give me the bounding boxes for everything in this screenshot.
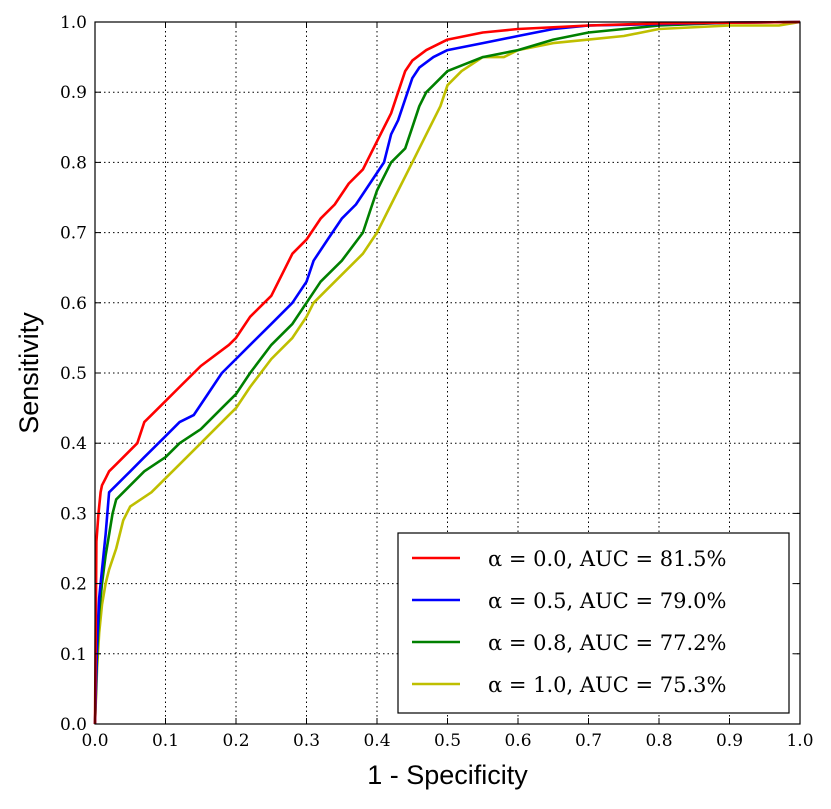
y-tick-label: 0.0 — [60, 715, 87, 735]
x-tick-label: 0.9 — [716, 731, 743, 751]
y-tick-label: 0.3 — [60, 504, 87, 524]
x-tick-label: 0.3 — [293, 731, 320, 751]
legend-label: α = 0.0, AUC = 81.5% — [488, 547, 726, 571]
legend-label: α = 0.8, AUC = 77.2% — [488, 631, 726, 655]
y-axis-title: Sensitivity — [14, 312, 44, 434]
data-series — [93, 20, 801, 725]
y-tick-label: 1.0 — [60, 13, 87, 33]
y-tick-label: 0.1 — [60, 645, 87, 665]
x-tick-label: 0.2 — [222, 731, 249, 751]
y-tick-label: 0.4 — [60, 434, 87, 454]
legend-label: α = 1.0, AUC = 75.3% — [488, 673, 726, 697]
x-axis-title: 1 - Specificity — [367, 760, 528, 790]
x-tick-label: 0.1 — [152, 731, 179, 751]
y-tick-label: 0.9 — [60, 83, 87, 103]
axis-ticks: 0.0 0.1 0.2 0.3 0.4 0.5 0.6 0.7 0.8 0.9 1.0 0.0 0.1 0… — [60, 13, 814, 751]
x-tick-label: 0.0 — [81, 731, 108, 751]
x-tick-label: 0.5 — [434, 731, 461, 751]
y-tick-label: 0.7 — [60, 224, 87, 244]
x-tick-label: 0.4 — [363, 731, 390, 751]
grid — [95, 22, 800, 724]
legend-box — [397, 532, 790, 714]
y-tick-label: 0.2 — [60, 575, 87, 595]
y-tick-label: 0.6 — [60, 294, 87, 314]
roc-curve-1 — [93, 20, 801, 725]
x-tick-label: 0.8 — [645, 731, 672, 751]
legend-label: α = 0.5, AUC = 79.0% — [488, 589, 726, 613]
roc-curve-0 — [93, 20, 801, 725]
roc-curve-3 — [93, 20, 801, 725]
roc-curve-2 — [93, 20, 801, 725]
x-tick-label: 0.6 — [504, 731, 531, 751]
y-tick-label: 0.8 — [60, 153, 87, 173]
x-tick-label: 1.0 — [786, 731, 813, 751]
x-tick-label: 0.7 — [575, 731, 602, 751]
legend: α = 0.0, AUC = 81.5% α = 0.5, AUC = 79.0%… — [397, 532, 790, 714]
y-tick-label: 0.5 — [60, 364, 87, 384]
